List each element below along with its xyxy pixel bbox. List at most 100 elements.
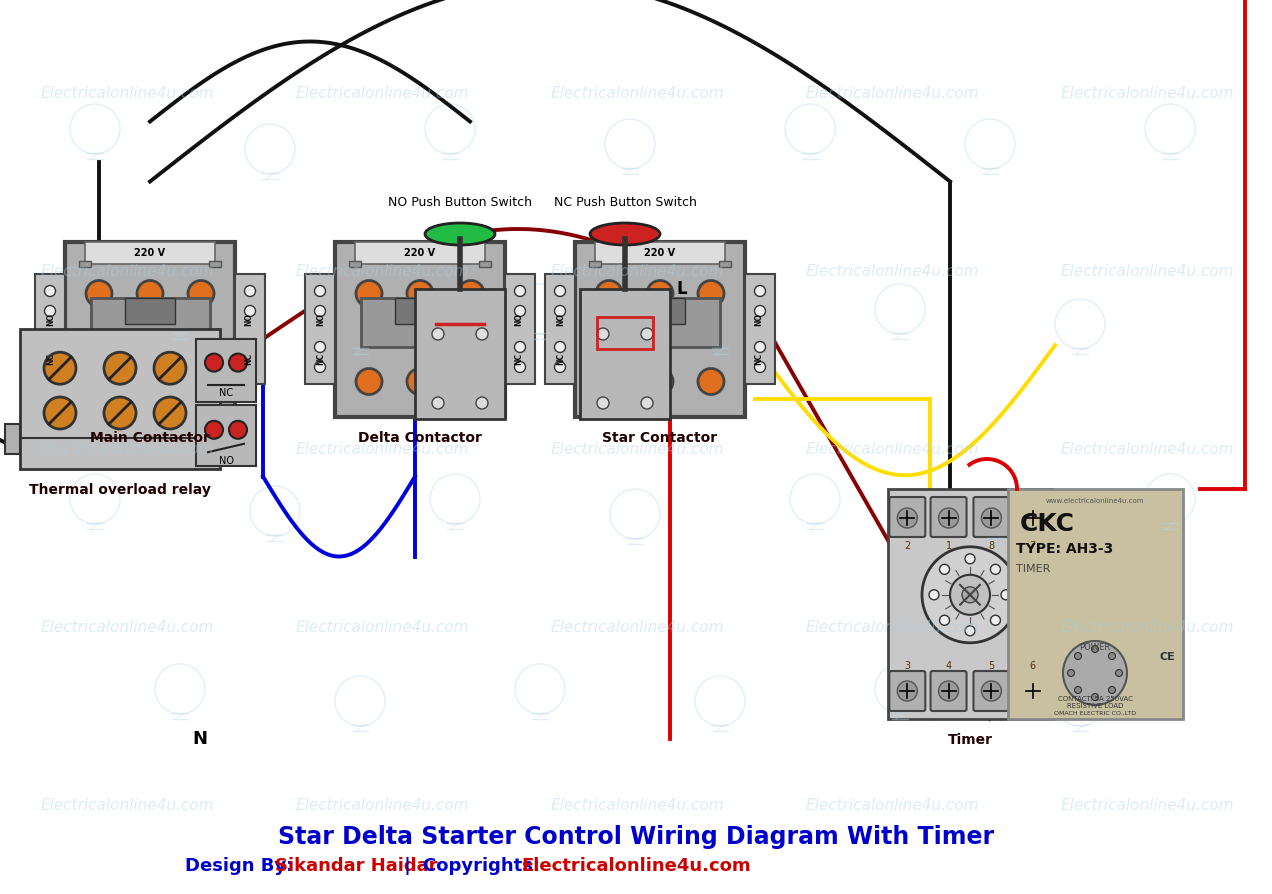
- Text: NC: NC: [557, 353, 566, 365]
- Circle shape: [922, 547, 1018, 643]
- Text: POWER: POWER: [1080, 643, 1110, 652]
- Circle shape: [244, 306, 256, 316]
- Bar: [635, 298, 686, 325]
- Text: Timer: Timer: [948, 733, 992, 747]
- Bar: [719, 260, 731, 266]
- Circle shape: [940, 615, 949, 625]
- Text: Electricalonline4u.com: Electricalonline4u.com: [41, 442, 214, 457]
- Text: 6: 6: [1029, 661, 1035, 671]
- Text: CE: CE: [1160, 652, 1175, 662]
- Text: NC: NC: [514, 353, 524, 365]
- Circle shape: [314, 361, 326, 373]
- Circle shape: [754, 342, 766, 352]
- Circle shape: [982, 508, 1001, 528]
- Bar: [1007, 489, 1183, 719]
- Text: Copyrights:: Copyrights:: [422, 857, 546, 875]
- Text: Electricalonline4u.com: Electricalonline4u.com: [551, 442, 724, 457]
- Circle shape: [597, 368, 622, 394]
- Circle shape: [458, 281, 485, 307]
- Text: Electricalonline4u.com: Electricalonline4u.com: [551, 86, 724, 100]
- FancyBboxPatch shape: [931, 497, 967, 537]
- Text: 5: 5: [988, 661, 995, 671]
- Circle shape: [647, 368, 673, 394]
- Bar: [196, 339, 256, 401]
- Text: Electricalonline4u.com: Electricalonline4u.com: [805, 86, 978, 100]
- Circle shape: [188, 281, 214, 307]
- Circle shape: [965, 553, 976, 564]
- Bar: [396, 298, 445, 325]
- Text: Delta Contactor: Delta Contactor: [357, 431, 482, 444]
- FancyBboxPatch shape: [889, 497, 925, 537]
- Text: Electricalonline4u.com: Electricalonline4u.com: [295, 797, 469, 813]
- Circle shape: [137, 281, 163, 307]
- Text: 220 V: 220 V: [645, 248, 675, 257]
- Circle shape: [647, 281, 673, 307]
- Circle shape: [555, 285, 566, 297]
- Text: TYPE: AH3-3: TYPE: AH3-3: [1015, 542, 1113, 556]
- Bar: [360, 298, 480, 347]
- Bar: [5, 424, 20, 454]
- Text: Electricalonline4u.com: Electricalonline4u.com: [805, 442, 978, 457]
- Bar: [480, 260, 491, 266]
- Circle shape: [641, 397, 653, 409]
- Bar: [580, 289, 670, 419]
- Text: Main Contactor: Main Contactor: [90, 431, 210, 444]
- Circle shape: [698, 281, 724, 307]
- Circle shape: [229, 354, 247, 372]
- Circle shape: [754, 285, 766, 297]
- Circle shape: [641, 328, 653, 340]
- Bar: [125, 298, 176, 325]
- Circle shape: [555, 361, 566, 373]
- Bar: [305, 274, 335, 384]
- Circle shape: [962, 586, 978, 603]
- Text: Electricalonline4u.com: Electricalonline4u.com: [41, 797, 214, 813]
- Bar: [209, 260, 221, 266]
- Text: TIMER: TIMER: [1015, 564, 1049, 574]
- Circle shape: [1023, 508, 1043, 528]
- Text: 4: 4: [945, 661, 951, 671]
- Circle shape: [458, 368, 485, 394]
- FancyBboxPatch shape: [973, 671, 1010, 711]
- Circle shape: [86, 368, 112, 394]
- Circle shape: [45, 361, 56, 373]
- Text: Sikandar Haidar: Sikandar Haidar: [275, 857, 438, 875]
- Circle shape: [45, 352, 76, 384]
- Text: CKC: CKC: [1019, 512, 1075, 536]
- Circle shape: [154, 397, 186, 429]
- Bar: [589, 260, 600, 266]
- Text: Electricalonline4u.com: Electricalonline4u.com: [1061, 620, 1234, 635]
- Bar: [415, 289, 505, 419]
- Text: Electricalonline4u.com: Electricalonline4u.com: [551, 620, 724, 635]
- Circle shape: [754, 306, 766, 316]
- Text: Electricalonline4u.com: Electricalonline4u.com: [41, 86, 214, 100]
- Text: Electricalonline4u.com: Electricalonline4u.com: [551, 264, 724, 279]
- Circle shape: [1075, 653, 1081, 660]
- Circle shape: [514, 285, 525, 297]
- Circle shape: [45, 397, 76, 429]
- Circle shape: [1091, 694, 1099, 701]
- Text: Electricalonline4u.com: Electricalonline4u.com: [522, 857, 750, 875]
- Circle shape: [432, 397, 444, 409]
- Circle shape: [1075, 687, 1081, 694]
- Text: Electricalonline4u.com: Electricalonline4u.com: [295, 620, 469, 635]
- Circle shape: [1063, 641, 1127, 705]
- Circle shape: [314, 285, 326, 297]
- Text: RESISTIVE LOAD: RESISTIVE LOAD: [1067, 703, 1123, 709]
- Text: Electricalonline4u.com: Electricalonline4u.com: [295, 442, 469, 457]
- Circle shape: [104, 352, 136, 384]
- Circle shape: [698, 368, 724, 394]
- Circle shape: [314, 306, 326, 316]
- Text: NC: NC: [317, 353, 326, 365]
- Circle shape: [1001, 590, 1011, 600]
- Text: Electricalonline4u.com: Electricalonline4u.com: [295, 86, 469, 100]
- Text: Electricalonline4u.com: Electricalonline4u.com: [1061, 442, 1234, 457]
- Circle shape: [514, 342, 525, 352]
- Circle shape: [555, 306, 566, 316]
- Text: www.electricalonline4u.com: www.electricalonline4u.com: [1046, 498, 1145, 504]
- Circle shape: [939, 681, 959, 701]
- Circle shape: [476, 397, 488, 409]
- Text: Electricalonline4u.com: Electricalonline4u.com: [805, 797, 978, 813]
- Circle shape: [45, 342, 56, 352]
- Text: NO: NO: [557, 313, 566, 325]
- Circle shape: [555, 342, 566, 352]
